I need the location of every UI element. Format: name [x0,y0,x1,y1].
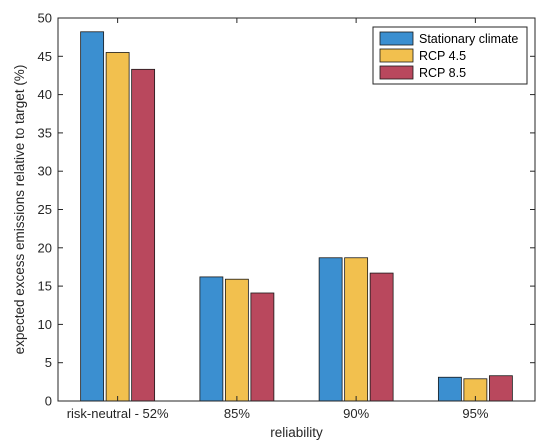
legend: Stationary climate RCP 4.5 RCP 8.5 [372,26,528,85]
bar-series-3-cat-4 [488,375,513,402]
legend-label-1: Stationary climate [419,32,518,46]
y-tick-label: 40 [38,87,52,102]
bar-series-1-cat-2 [199,276,224,402]
x-axis-ticks: risk-neutral - 52% 85% 90% 95% [67,18,489,421]
y-tick-label: 35 [38,125,52,140]
bar-series-2-cat-1 [105,52,130,402]
legend-label-3: RCP 8.5 [419,66,466,80]
bar-series-3-cat-2 [250,292,275,402]
bar-series-1-cat-1 [80,31,105,402]
y-tick-label: 0 [45,394,52,409]
bar-series-3-cat-3 [369,272,394,402]
legend-swatch-1 [379,31,414,46]
bar-series-1-cat-4 [437,376,462,402]
y-tick-label: 30 [38,164,52,179]
legend-label-2: RCP 4.5 [419,49,466,63]
y-tick-label: 20 [38,240,52,255]
bar-series-2-cat-3 [344,257,369,402]
x-tick-label: 90% [343,406,369,421]
y-tick-label: 10 [38,317,52,332]
y-tick-label: 50 [38,11,52,26]
bars-group [80,31,513,402]
bar-series-2-cat-2 [224,278,249,402]
x-tick-label: 85% [224,406,250,421]
bar-series-1-cat-3 [318,257,343,402]
legend-swatch-3 [379,65,414,80]
y-tick-label: 15 [38,279,52,294]
plot-frame [57,17,536,402]
y-tick-label: 25 [38,202,52,217]
x-axis-label: reliability [270,425,323,440]
x-tick-label: risk-neutral - 52% [67,406,169,421]
y-axis-label: expected excess emissions relative to ta… [12,65,27,355]
y-tick-label: 45 [38,49,52,64]
bar-series-3-cat-1 [131,68,156,402]
legend-swatch-2 [379,48,414,63]
x-tick-label: 95% [462,406,488,421]
y-tick-label: 5 [45,355,52,370]
